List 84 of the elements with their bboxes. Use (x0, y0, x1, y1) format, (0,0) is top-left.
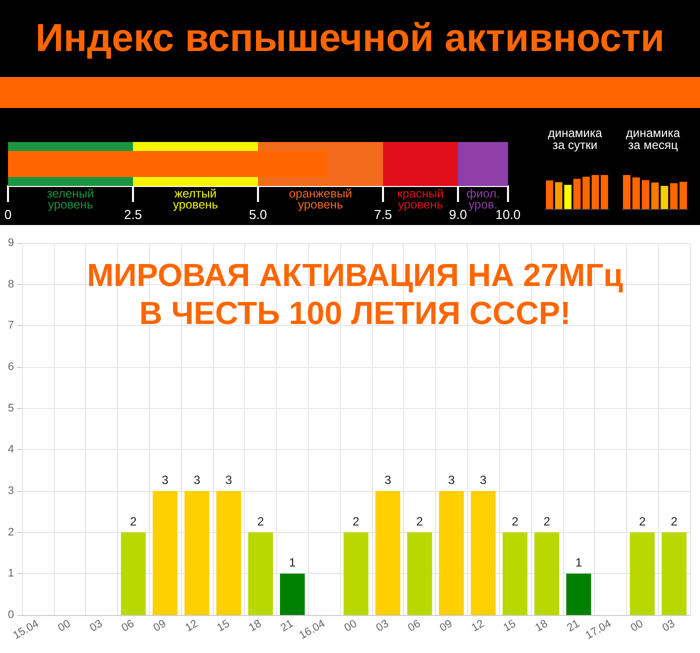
x-tick-label: 09 (152, 618, 168, 634)
bar (670, 183, 678, 209)
band-label: желтый уровень (172, 186, 218, 212)
data-label: 3 (480, 473, 487, 487)
x-tick-label: 00 (56, 618, 73, 634)
bar (534, 532, 560, 615)
x-tick-label: 00 (342, 618, 359, 634)
x-tick-label: 18 (246, 618, 264, 634)
data-label: 3 (194, 473, 201, 487)
bar (546, 180, 554, 209)
bar (344, 532, 368, 615)
data-label: 2 (638, 514, 646, 528)
x-tick-label: 06 (120, 618, 136, 634)
data-label: 2 (670, 514, 678, 528)
bar (600, 175, 608, 209)
bar (680, 182, 688, 209)
data-label: 2 (416, 514, 424, 528)
data-label: 2 (512, 514, 519, 528)
data-label: 2 (352, 514, 360, 528)
data-label: 2 (544, 514, 551, 528)
chart-title: динамика за месяц (626, 126, 680, 152)
y-tick-label: 7 (8, 320, 14, 332)
x-tick-label: 09 (438, 618, 454, 634)
data-label: 3 (384, 473, 392, 487)
data-label: 3 (448, 473, 456, 487)
bar (152, 491, 178, 615)
bar (407, 532, 432, 615)
bar (622, 175, 630, 209)
bar (280, 574, 305, 615)
x-tick-label: 00 (628, 618, 646, 634)
x-tick-label: 12 (183, 618, 200, 634)
y-tick-label: 4 (8, 444, 14, 456)
bar (660, 186, 668, 209)
y-tick-label: 3 (8, 485, 14, 497)
bar (375, 491, 400, 615)
x-tick-label: 12 (470, 618, 486, 634)
x-tick-label: 5.0 (248, 207, 268, 222)
bar (555, 182, 562, 209)
data-label: 1 (575, 556, 582, 570)
bar (642, 180, 650, 209)
bar (502, 532, 528, 615)
x-tick-label: 15 (501, 618, 518, 634)
x-tick-label: 15 (215, 618, 232, 634)
x-tick-label: 21 (565, 618, 582, 634)
data-label: 3 (225, 473, 232, 487)
bar (439, 491, 464, 615)
bar (564, 184, 572, 209)
bar (216, 491, 242, 615)
x-tick-label: 03 (660, 618, 678, 634)
x-tick-label: 18 (533, 618, 550, 634)
bar (120, 532, 146, 615)
bar (632, 177, 640, 209)
x-tick-label: 06 (406, 618, 423, 634)
data-label: 1 (289, 556, 296, 570)
x-tick-label: 21 (278, 618, 296, 634)
data-label: 3 (162, 473, 169, 487)
bar (566, 574, 592, 615)
data-label: 2 (257, 514, 264, 528)
x-tick-label: 03 (374, 618, 391, 634)
y-tick-label: 5 (8, 402, 14, 414)
bar (248, 532, 273, 615)
bar (662, 532, 686, 615)
bar (573, 178, 581, 209)
x-tick-label: 7.5 (374, 207, 392, 222)
x-tick-label: 9.0 (448, 207, 468, 222)
x-tick-label: 03 (88, 618, 105, 634)
bar (184, 491, 210, 615)
bar (630, 532, 655, 615)
y-tick-label: 0 (8, 609, 14, 621)
x-tick-label: 2.5 (124, 207, 142, 222)
y-tick-label: 6 (8, 361, 14, 373)
y-tick-label: 9 (8, 237, 14, 249)
bar (470, 491, 496, 615)
band-label: зеленый уровень (46, 186, 94, 212)
band-label: красный уровень (397, 186, 444, 212)
y-tick-label: 2 (8, 526, 14, 538)
data-label: 2 (130, 514, 137, 528)
bar (651, 182, 659, 209)
chart-title: динамика за сутки (548, 126, 602, 152)
text: МИРОВАЯ АКТИВАЦИЯ НА 27МГц В ЧЕСТЬ 100 ЛЕТИЯ СССР! (86, 257, 624, 331)
text: Индекс вспышечной активности (35, 17, 665, 60)
band-label: оранжевый уровень (288, 186, 352, 212)
y-tick-label: 1 (8, 568, 14, 580)
y-tick-label: 8 (8, 278, 14, 290)
